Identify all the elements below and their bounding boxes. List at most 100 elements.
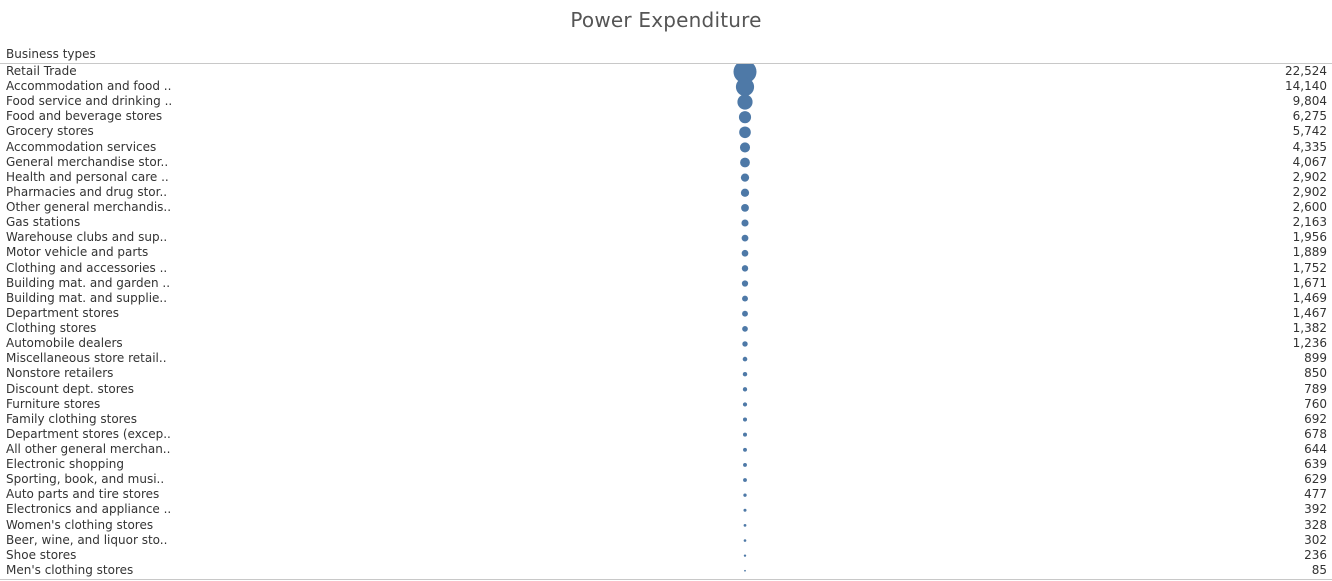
value-label: 629 [1304,472,1327,487]
value-label: 1,382 [1292,321,1327,336]
category-row: Miscellaneous store retail.. 899 [0,351,1332,366]
category-row: Department stores (excep.. 678 [0,427,1332,442]
bottom-divider [0,579,1332,580]
category-label: Food service and drinking .. [6,94,173,109]
category-label: General merchandise stor.. [6,154,169,169]
category-label: Shoe stores [6,547,77,562]
category-row: Auto parts and tire stores 477 [0,487,1332,502]
category-row: Accommodation and food .. 14,140 [0,79,1332,94]
value-label: 392 [1304,502,1327,517]
category-label: Accommodation and food .. [6,79,172,94]
category-row: Furniture stores 760 [0,397,1332,412]
value-label: 1,671 [1292,275,1327,290]
category-row: Automobile dealers 1,236 [0,336,1332,351]
category-row: Gas stations 2,163 [0,215,1332,230]
value-label: 899 [1304,351,1327,366]
category-row: Nonstore retailers 850 [0,366,1332,381]
value-label: 1,467 [1292,305,1327,320]
category-row: Shoe stores 236 [0,548,1332,563]
category-label: Motor vehicle and parts [6,245,149,260]
category-label: Automobile dealers [6,336,123,351]
category-label: Department stores (excep.. [6,426,171,441]
value-label: 678 [1304,426,1327,441]
category-row: Retail Trade 22,524 [0,64,1332,79]
value-label: 5,742 [1292,124,1327,139]
category-label: Nonstore retailers [6,366,114,381]
category-label: Women's clothing stores [6,517,154,532]
category-row: Men's clothing stores 85 [0,563,1332,578]
category-row: Warehouse clubs and sup.. 1,956 [0,230,1332,245]
category-label: Gas stations [6,215,81,230]
category-label: Accommodation services [6,139,157,154]
value-label: 789 [1304,381,1327,396]
category-row: Clothing and accessories .. 1,752 [0,261,1332,276]
category-row: Family clothing stores 692 [0,412,1332,427]
category-row: Clothing stores 1,382 [0,321,1332,336]
value-label: 692 [1304,411,1327,426]
category-row: Electronic shopping 639 [0,457,1332,472]
category-row: Accommodation services 4,335 [0,140,1332,155]
value-label: 6,275 [1292,109,1327,124]
category-label: Men's clothing stores [6,562,134,577]
value-label: 14,140 [1285,79,1327,94]
category-label: Furniture stores [6,396,101,411]
value-label: 236 [1304,547,1327,562]
category-row: Food and beverage stores 6,275 [0,109,1332,124]
category-label: Clothing stores [6,321,97,336]
category-label: Sporting, book, and musi.. [6,472,165,487]
value-label: 302 [1304,532,1327,547]
value-label: 2,902 [1292,184,1327,199]
category-label: Miscellaneous store retail.. [6,351,167,366]
category-label: Electronic shopping [6,457,124,472]
category-row: Building mat. and supplie.. 1,469 [0,291,1332,306]
category-label: Warehouse clubs and sup.. [6,230,168,245]
value-label: 328 [1304,517,1327,532]
row-field-header: Business types [6,47,96,61]
category-row: Grocery stores 5,742 [0,124,1332,139]
chart-title: Power Expenditure [570,8,762,32]
category-label: Electronics and appliance .. [6,502,172,517]
value-label: 1,956 [1292,230,1327,245]
category-row: Sporting, book, and musi.. 629 [0,472,1332,487]
category-label: All other general merchan.. [6,442,171,456]
value-label: 2,902 [1292,169,1327,184]
category-label: Beer, wine, and liquor sto.. [6,532,168,547]
value-label: 4,335 [1292,139,1327,154]
category-label: Food and beverage stores [6,109,163,124]
category-row: Women's clothing stores 328 [0,518,1332,533]
value-label: 1,889 [1292,245,1327,260]
value-label: 1,752 [1292,260,1327,275]
category-row: All other general merchan.. 644 [0,442,1332,457]
category-row: Motor vehicle and parts 1,889 [0,245,1332,260]
category-label: Grocery stores [6,124,94,139]
value-label: 850 [1304,366,1327,381]
category-label: Building mat. and garden .. [6,275,171,290]
category-row: Discount dept. stores 789 [0,382,1332,397]
value-label: 4,067 [1292,154,1327,169]
category-label: Pharmacies and drug stor.. [6,184,168,199]
value-label: 85 [1311,562,1327,577]
category-row: Food service and drinking .. 9,804 [0,94,1332,109]
category-label: Retail Trade [6,64,77,78]
category-label: Health and personal care .. [6,169,169,184]
category-row: Other general merchandis.. 2,600 [0,200,1332,215]
value-label: 644 [1304,442,1327,456]
value-label: 1,236 [1292,336,1327,351]
category-label: Family clothing stores [6,411,137,426]
category-row: Pharmacies and drug stor.. 2,902 [0,185,1332,200]
category-row: Electronics and appliance .. 392 [0,502,1332,517]
category-row: General merchandise stor.. 4,067 [0,155,1332,170]
category-label: Auto parts and tire stores [6,487,160,502]
category-row: Building mat. and garden .. 1,671 [0,276,1332,291]
value-label: 22,524 [1285,64,1327,78]
value-label: 760 [1304,396,1327,411]
category-row: Health and personal care .. 2,902 [0,170,1332,185]
value-label: 2,163 [1292,215,1327,230]
value-label: 9,804 [1292,94,1327,109]
value-label: 477 [1304,487,1327,502]
category-label: Other general merchandis.. [6,200,172,215]
category-row: Beer, wine, and liquor sto.. 302 [0,533,1332,548]
category-label: Department stores [6,305,120,320]
category-label: Clothing and accessories .. [6,260,168,275]
header-divider [0,63,1332,64]
